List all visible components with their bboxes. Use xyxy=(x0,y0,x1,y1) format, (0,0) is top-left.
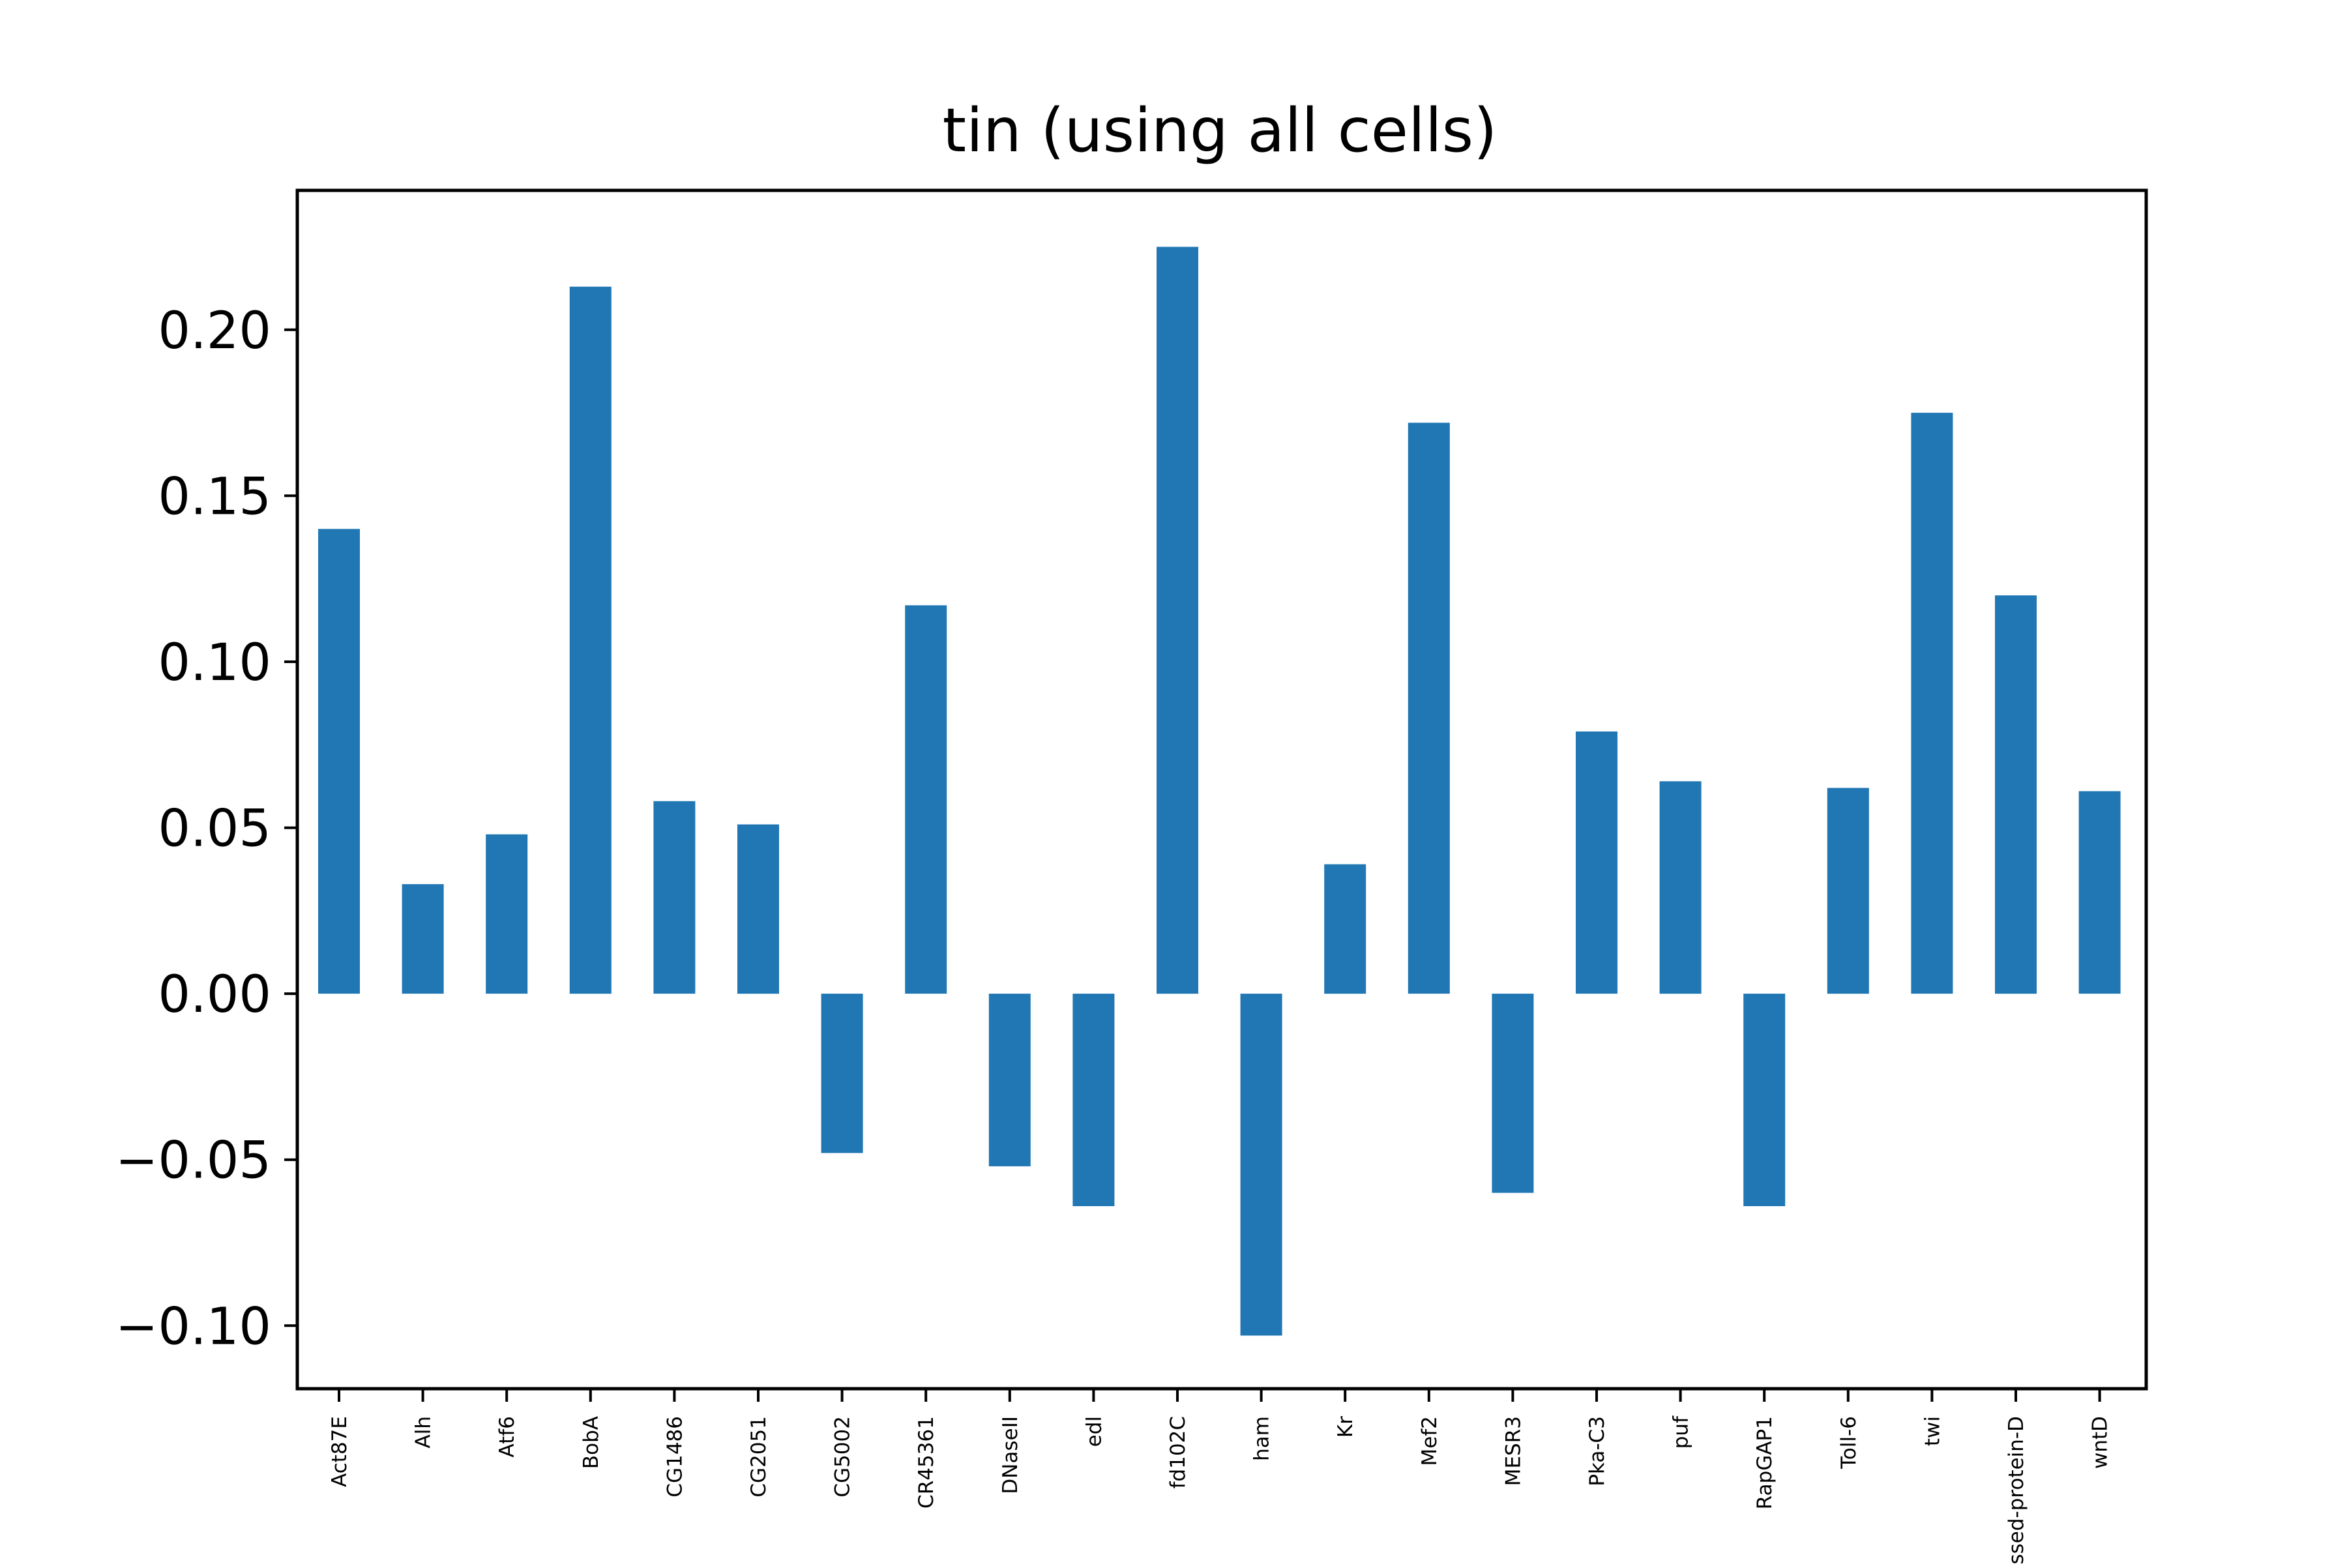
y-axis: −0.10 −0.05 0.00 0.05 0.10 0.15 0.20 xyxy=(115,302,297,1356)
bar-wntd xyxy=(2078,791,2121,994)
y-tick-label: 0.10 xyxy=(158,634,271,692)
bars-layer xyxy=(318,246,2121,1336)
x-tick-label: CG2051 xyxy=(747,1416,771,1498)
x-tick-label: BobA xyxy=(580,1416,603,1469)
x-tick-label: Alh xyxy=(412,1416,435,1448)
x-tick-label: CG5002 xyxy=(831,1416,855,1498)
x-tick-label: Atf6 xyxy=(495,1416,519,1457)
bar-atf6 xyxy=(486,834,528,994)
bar-mef2 xyxy=(1408,422,1450,994)
y-tick-label: 0.05 xyxy=(158,800,271,859)
bar-edl xyxy=(1072,994,1115,1206)
x-tick-label: Act87E xyxy=(328,1416,351,1487)
y-tick-label: −0.05 xyxy=(115,1132,271,1191)
y-tick-label: 0.20 xyxy=(158,302,271,361)
bar-boba xyxy=(569,286,612,994)
x-tick-label: Mef2 xyxy=(1418,1416,1441,1466)
x-tick-label: CG1486 xyxy=(663,1416,686,1498)
bar-puf xyxy=(1659,781,1702,994)
x-tick-label: edl xyxy=(1082,1416,1106,1447)
x-tick-label: RapGAP1 xyxy=(1753,1416,1777,1509)
y-tick-label: 0.00 xyxy=(158,966,271,1024)
plot-frame xyxy=(295,188,2148,1391)
bar-rapgap1 xyxy=(1743,994,1786,1206)
bar-twi xyxy=(1911,413,1953,994)
bar-kr xyxy=(1324,864,1366,994)
bar-pka-c3 xyxy=(1576,731,1617,994)
bar-unpaired-and-processed-protein-d xyxy=(1995,595,2037,994)
bar-cg2051 xyxy=(737,824,779,994)
bar-mesr3 xyxy=(1492,994,1534,1193)
bar-ham xyxy=(1240,994,1282,1336)
x-tick-label: Unpaired-and-processed-protein-D xyxy=(2005,1416,2028,1565)
x-tick-label: Toll-6 xyxy=(1837,1416,1861,1470)
x-tick-label: CR45361 xyxy=(915,1416,938,1509)
x-tick-label: Pka-C3 xyxy=(1586,1416,1609,1487)
y-tick-label: 0.15 xyxy=(158,467,271,526)
bar-cg5002 xyxy=(821,994,863,1153)
bar-dnaseii xyxy=(988,994,1031,1166)
chart-title: tin (using all cells) xyxy=(943,95,1498,166)
x-axis: Act87E Alh Atf6 BobA CG1486 CG2051 CG5002 CR453… xyxy=(328,1389,2112,1568)
bar-alh xyxy=(402,884,444,994)
x-tick-label: twi xyxy=(1921,1416,1944,1446)
x-tick-label: fd102C xyxy=(1166,1416,1190,1488)
x-tick-label: ham xyxy=(1250,1416,1274,1461)
x-tick-label: Kr xyxy=(1334,1416,1357,1438)
bar-act87e xyxy=(318,529,360,994)
x-tick-label: MESR3 xyxy=(1501,1416,1525,1486)
x-tick-label: puf xyxy=(1670,1415,1693,1449)
x-tick-label: wntD xyxy=(2089,1416,2112,1469)
bar-toll-6 xyxy=(1827,788,1869,994)
bar-cr45361 xyxy=(905,605,947,994)
bar-cg1486 xyxy=(653,801,696,994)
x-tick-label: DNaseII xyxy=(999,1416,1022,1494)
bar-fd102c xyxy=(1157,246,1198,994)
y-tick-label: −0.10 xyxy=(115,1297,271,1356)
